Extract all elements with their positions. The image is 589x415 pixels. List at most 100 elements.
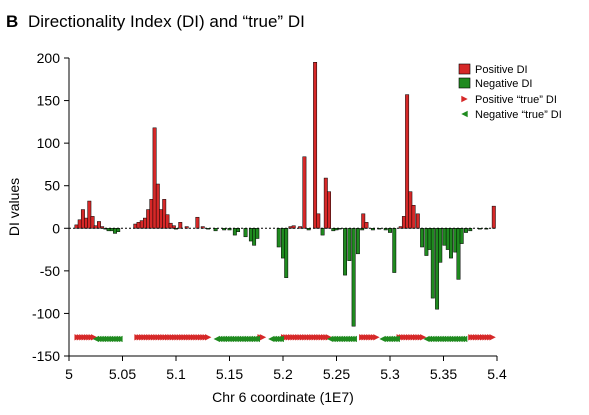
negative-di-bar-40: [443, 228, 446, 245]
positive-di-bar-1: [78, 220, 81, 229]
negative-di-bar-14: [252, 228, 255, 245]
positive-true-di-marker-4-6: [373, 334, 379, 340]
positive-di-bar-32: [324, 178, 327, 228]
legend-label-2: Positive “true” DI: [475, 94, 557, 106]
positive-di-bar-18: [163, 199, 166, 228]
negative-di-bar-46: [464, 228, 467, 232]
x-tick-label-2: 5.1: [166, 366, 186, 382]
positive-di-bar-39: [409, 192, 412, 229]
positive-di-bar-2: [81, 210, 84, 229]
negative-di-bar-45: [460, 228, 463, 243]
legend-label-1: Negative DI: [475, 78, 532, 90]
positive-di-bar-31: [317, 214, 320, 228]
negative-di-bar-37: [431, 228, 434, 298]
positive-di-bar-3: [84, 218, 87, 228]
x-tick-label-0: 5: [65, 366, 73, 382]
negative-di-bar-17: [281, 228, 284, 258]
legend-label-3: Negative “true” DI: [475, 109, 562, 121]
y-ticks: 200 150 100 50 0 -50 -100 -150: [32, 50, 69, 364]
negative-di-bar-42: [449, 228, 452, 258]
negative-di-bar-24: [343, 228, 346, 275]
negative-di-bar-13: [249, 228, 252, 241]
y-tick-label-5: -50: [40, 263, 60, 279]
negative-di-bar-41: [446, 228, 449, 249]
x-tick-label-3: 5.15: [216, 366, 243, 382]
x-tick-label-5: 5.25: [323, 366, 350, 382]
x-tick-label-8: 5.4: [487, 366, 507, 382]
x-tick-label-1: 5.05: [109, 366, 136, 382]
negative-di-bar-27: [356, 228, 359, 254]
negative-di-bar-44: [457, 228, 460, 279]
positive-di-bar-22: [179, 222, 182, 228]
legend-swatch-0: [459, 64, 470, 74]
x-axis-label: Chr 6 coordinate (1E7): [212, 389, 354, 405]
y-tick-label-7: -150: [32, 348, 60, 364]
positive-di-bar-13: [146, 210, 149, 229]
positive-di-bar-9: [134, 224, 137, 228]
y-tick-label-3: 50: [44, 178, 60, 194]
axes: [69, 58, 497, 356]
negative-di-bar-26: [352, 228, 355, 326]
positive-di-bar-29: [303, 157, 306, 229]
positive-di-bar-14: [150, 199, 153, 228]
positive-di-bar-35: [365, 222, 368, 228]
positive-di-bar-0: [75, 225, 78, 228]
positive-di-bar-40: [412, 205, 415, 228]
positive-di-bar-24: [196, 217, 199, 228]
negative-di-bar-39: [439, 228, 442, 262]
positive-di-bar-11: [140, 221, 143, 229]
positive-di-bar-17: [159, 210, 162, 229]
legend-marker-3: [461, 111, 467, 117]
negative-di-bar-36: [428, 228, 431, 249]
negative-di-bar-12: [244, 228, 247, 237]
positive-di-bar-19: [166, 215, 169, 229]
positive-di-bar-33: [327, 192, 330, 229]
plot-area: [69, 62, 497, 342]
x-ticks: 5 5.05 5.1 5.15 5.2 5.25 5.3 5.35 5.4: [65, 356, 507, 382]
positive-di-bar-41: [416, 214, 419, 228]
x-tick-label-6: 5.3: [380, 366, 400, 382]
negative-di-bar-32: [388, 228, 391, 232]
y-tick-label-2: 100: [37, 135, 61, 151]
positive-di-bar-15: [153, 128, 156, 228]
negative-di-bar-33: [393, 228, 396, 272]
legend-label-0: Positive DI: [475, 64, 528, 76]
bars-layer: [75, 62, 496, 326]
negative-di-bar-25: [348, 228, 351, 260]
negative-di-bar-43: [454, 228, 457, 252]
legend-marker-2: [461, 96, 467, 102]
positive-di-bar-7: [97, 221, 100, 228]
positive-true-di-marker-6-9: [489, 334, 495, 340]
positive-di-bar-16: [156, 184, 159, 228]
positive-di-bar-34: [362, 214, 365, 228]
negative-di-bar-4: [117, 228, 120, 231]
y-tick-label-6: -100: [32, 305, 60, 321]
positive-di-bar-42: [492, 206, 495, 228]
x-tick-label-7: 5.35: [430, 366, 457, 382]
negative-di-bar-10: [233, 228, 236, 235]
true-di-layer: [74, 334, 495, 342]
negative-di-bar-35: [425, 228, 428, 255]
negative-di-bar-20: [321, 228, 324, 235]
negative-di-bar-38: [435, 228, 438, 309]
negative-di-bar-18: [285, 228, 288, 277]
positive-di-bar-10: [137, 222, 140, 228]
panel-label: B: [6, 12, 18, 31]
y-tick-label-1: 150: [37, 93, 61, 109]
x-tick-label-4: 5.2: [273, 366, 293, 382]
positive-true-di-marker-1-30: [205, 334, 211, 340]
y-tick-label-0: 200: [37, 50, 61, 66]
legend-swatch-1: [459, 78, 470, 88]
y-tick-label-4: 0: [52, 220, 60, 236]
chart-title: Directionality Index (DI) and “true” DI: [28, 12, 305, 31]
legend: Positive DI Negative DI Positive “true” DI…: [459, 64, 562, 121]
negative-di-bar-11: [236, 228, 239, 231]
positive-di-bar-37: [402, 216, 405, 228]
positive-di-bar-5: [91, 216, 94, 228]
y-axis-label: DI values: [6, 178, 22, 236]
positive-di-bar-12: [143, 218, 146, 228]
positive-di-bar-30: [313, 62, 316, 228]
positive-di-bar-20: [169, 223, 172, 228]
negative-di-bar-16: [277, 228, 280, 247]
